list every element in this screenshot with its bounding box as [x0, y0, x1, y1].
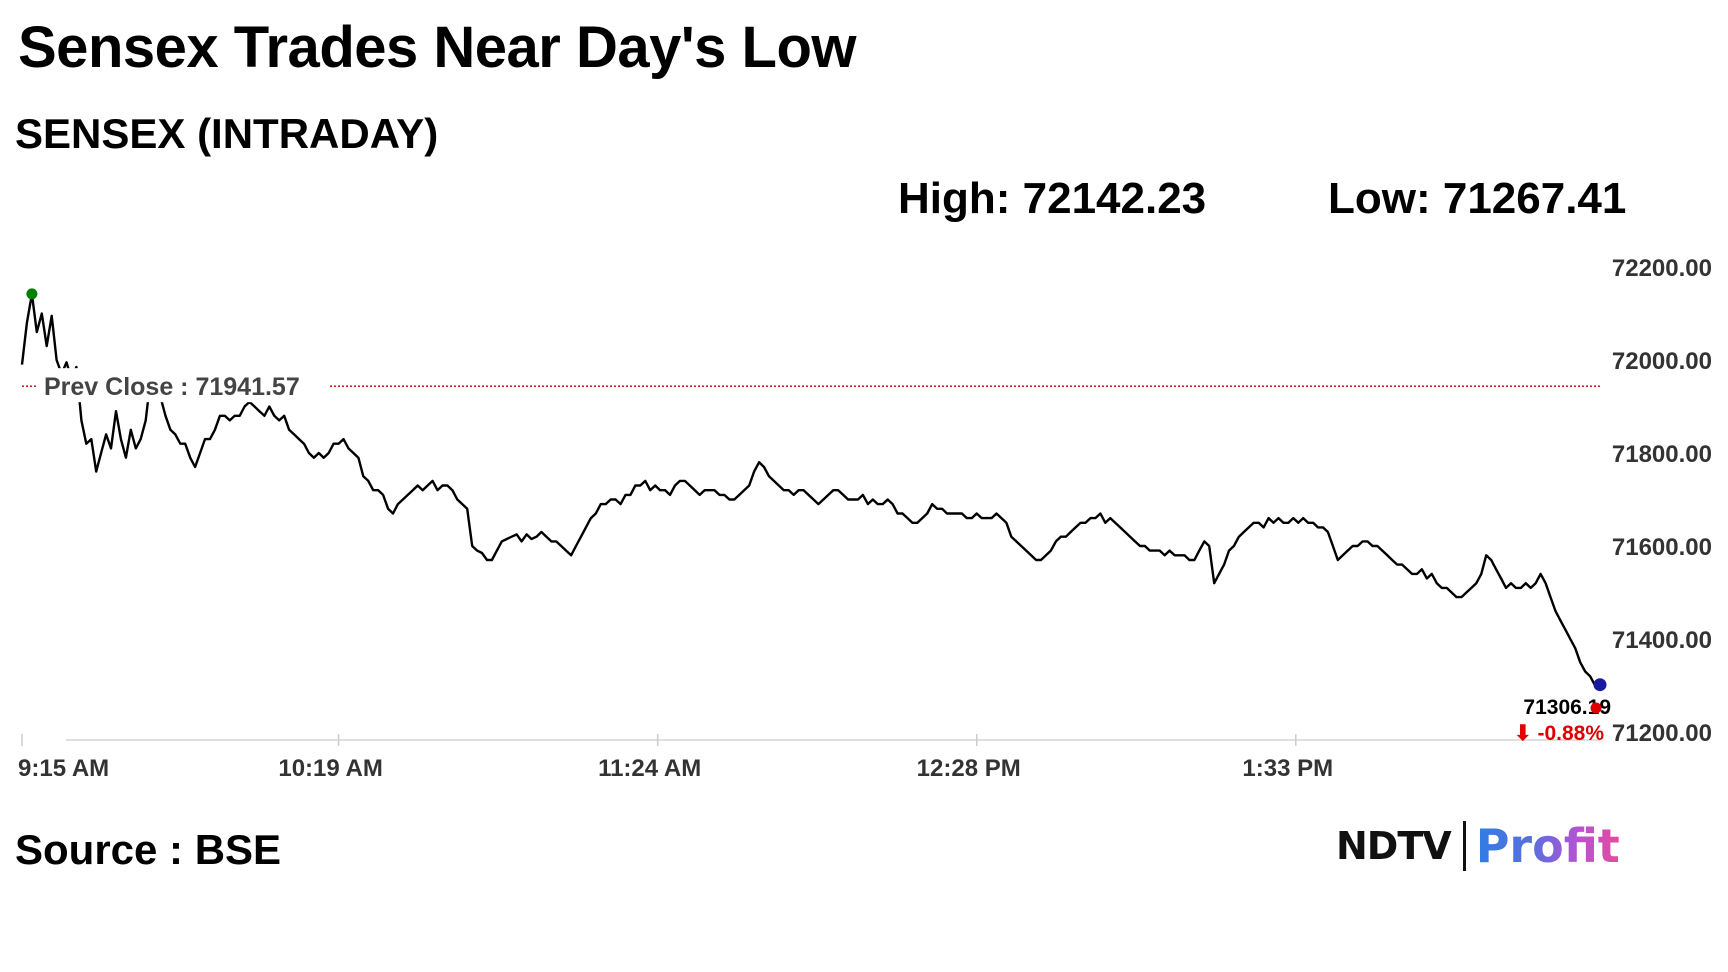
logo-ndtv-text: NDTV [1336, 824, 1452, 868]
source-label: Source : BSE [15, 826, 282, 873]
change-percent-label: ⬇ -0.88% [1514, 722, 1604, 745]
logo-profit-text: Profit [1475, 819, 1620, 873]
last-price-marker [1593, 678, 1607, 692]
day-high-label: High: 72142.23 [898, 174, 1207, 223]
sensex-price-line [20, 292, 1601, 687]
plot-area: 72200.00 72000.00 71800.00 71600.00 71400.00… [18, 255, 1712, 782]
x-tick-label: 11:24 AM [598, 755, 701, 782]
day-high-marker [26, 288, 38, 300]
day-low-label: Low: 71267.41 [1328, 174, 1627, 223]
y-tick-label: 71600.00 [1612, 534, 1712, 561]
chart-headline: Sensex Trades Near Day's Low [18, 15, 857, 80]
x-tick-label: 9:15 AM [18, 755, 109, 782]
ndtv-profit-logo: NDTV Profit [1336, 818, 1620, 874]
y-tick-label: 72000.00 [1612, 348, 1712, 375]
logo-divider [1462, 821, 1466, 871]
y-tick-label: 71800.00 [1612, 441, 1712, 468]
last-value-label: 71306.19 [1523, 696, 1611, 719]
prev-close-label-bg [38, 368, 328, 403]
y-tick-label: 71200.00 [1612, 720, 1712, 747]
x-tick-label: 10:19 AM [278, 755, 382, 782]
y-tick-label: 71400.00 [1612, 627, 1712, 654]
x-tick-label: 1:33 PM [1242, 755, 1333, 782]
x-tick-label: 12:28 PM [917, 755, 1021, 782]
y-tick-label: 72200.00 [1612, 255, 1712, 282]
last-value-red-dot [1590, 702, 1602, 714]
prev-close-label: Prev Close : 71941.57 [44, 373, 300, 401]
chart-subtitle: SENSEX (INTRADAY) [15, 110, 439, 157]
